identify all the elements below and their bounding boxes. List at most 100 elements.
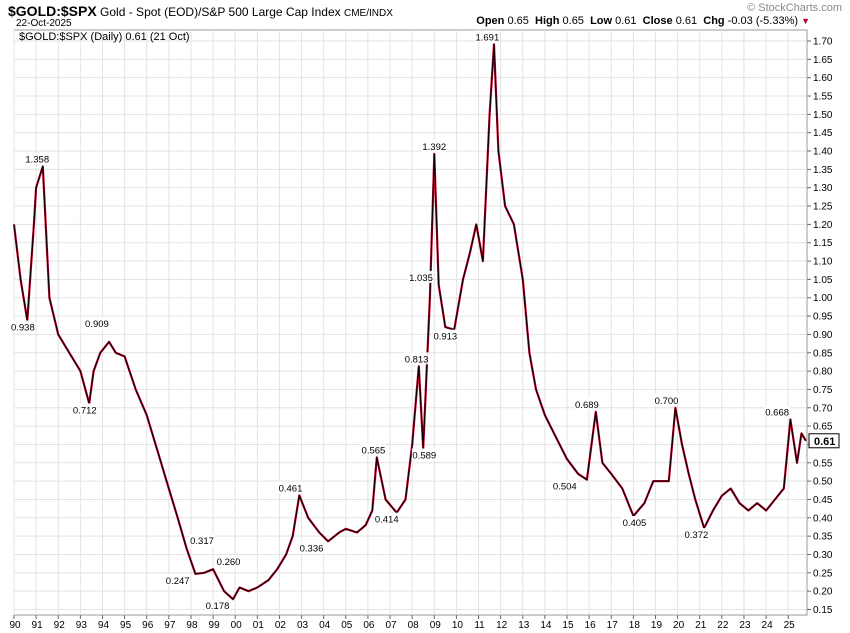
y-tick-label: 1.05 <box>813 275 833 286</box>
x-tick-label: 25 <box>784 620 796 631</box>
annotation-label: 0.909 <box>85 319 109 330</box>
x-tick-label: 93 <box>76 620 88 631</box>
high-value: 0.65 <box>562 15 584 27</box>
x-tick-label: 22 <box>717 620 729 631</box>
y-tick-label: 1.00 <box>813 293 833 304</box>
annotation-bg <box>205 599 231 612</box>
annotation-label: 0.668 <box>765 408 789 419</box>
y-tick-label: 1.15 <box>813 238 833 249</box>
x-tick-label: 19 <box>651 620 663 631</box>
chart-header-title: $GOLD:$SPX Gold - Spot (EOD)/S&P 500 Lar… <box>8 3 393 19</box>
x-tick-label: 12 <box>496 620 508 631</box>
close-label: Close <box>642 15 673 27</box>
annotation-label: 1.691 <box>475 32 499 43</box>
annotation-bg <box>421 139 447 152</box>
x-tick-label: 04 <box>319 620 331 631</box>
y-tick-label: 1.35 <box>813 165 833 176</box>
annotation-label: 0.565 <box>362 445 386 456</box>
annotation-label: 0.689 <box>575 400 599 411</box>
open-label: Open <box>476 15 505 27</box>
x-tick-label: 98 <box>186 620 198 631</box>
x-tick-label: 92 <box>54 620 66 631</box>
x-tick-label: 01 <box>253 620 265 631</box>
annotation-bg <box>165 573 191 586</box>
annotation-bg <box>299 541 325 554</box>
annotation-bg <box>654 393 680 406</box>
x-tick-label: 97 <box>164 620 176 631</box>
x-tick-label: 17 <box>607 620 619 631</box>
y-tick-label: 0.95 <box>813 312 833 323</box>
y-tick-label: 0.75 <box>813 385 833 396</box>
annotation-label: 0.504 <box>553 482 577 493</box>
y-tick-label: 1.40 <box>813 147 833 158</box>
annotation-bg <box>574 397 600 410</box>
annotation-label: 0.178 <box>206 601 230 612</box>
x-tick-label: 11 <box>474 620 485 631</box>
annotation-label: 0.260 <box>217 557 241 568</box>
annotation-label: 0.461 <box>279 483 303 494</box>
y-tick-label: 0.80 <box>813 367 833 378</box>
annotation-bg <box>411 448 437 461</box>
annotation-bg <box>683 528 709 541</box>
y-tick-label: 0.25 <box>813 568 833 579</box>
x-tick-label: 05 <box>341 620 353 631</box>
ohlc-readout: Open 0.65 High 0.65 Low 0.61 Close 0.61 … <box>476 15 810 27</box>
annotation-bg <box>552 479 578 492</box>
x-tick-label: 90 <box>9 620 21 631</box>
x-tick-label: 13 <box>518 620 530 631</box>
annotation-bg <box>360 443 386 456</box>
annotation-label: 0.247 <box>166 576 190 587</box>
annotation-label: 0.913 <box>433 332 457 343</box>
annotation-label: 0.336 <box>300 543 324 554</box>
annotation-bg <box>277 481 303 494</box>
y-tick-label: 0.15 <box>813 605 833 616</box>
y-tick-label: 1.60 <box>813 73 833 84</box>
x-tick-label: 15 <box>562 620 574 631</box>
chart-legend: $GOLD:$SPX (Daily) 0.61 (21 Oct) <box>19 31 190 43</box>
x-tick-label: 99 <box>209 620 221 631</box>
annotation-bg <box>189 534 215 547</box>
x-tick-label: 95 <box>120 620 132 631</box>
annotation-label: 0.938 <box>11 322 35 333</box>
annotation-bg <box>432 329 458 342</box>
plot-area <box>13 29 808 616</box>
annotation-bg <box>216 555 242 568</box>
y-tick-label: 1.20 <box>813 220 833 231</box>
x-tick-label: 03 <box>297 620 309 631</box>
annotation-bg <box>374 512 400 525</box>
y-tick-label: 1.25 <box>813 202 833 213</box>
symbol-description: Gold - Spot (EOD)/S&P 500 Large Cap Inde… <box>100 5 341 19</box>
chg-value: -0.03 (-5.33%) <box>727 15 799 27</box>
y-tick-label: 1.70 <box>813 37 833 48</box>
stockcharts-logo: © StockCharts.com <box>747 2 842 14</box>
y-tick-label: 1.65 <box>813 55 833 66</box>
annotation-label: 1.035 <box>409 273 433 284</box>
x-tick-label: 96 <box>142 620 154 631</box>
x-tick-label: 09 <box>430 620 442 631</box>
x-tick-label: 06 <box>363 620 375 631</box>
y-tick-label: 1.50 <box>813 110 833 121</box>
y-tick-label: 0.45 <box>813 495 833 506</box>
x-tick-label: 21 <box>695 620 707 631</box>
y-tick-label: 1.55 <box>813 92 833 103</box>
annotation-label: 0.813 <box>405 354 429 365</box>
annotation-label: 0.372 <box>685 530 709 541</box>
annotation-label: 1.358 <box>25 154 49 165</box>
y-tick-label: 0.90 <box>813 330 833 341</box>
y-tick-label: 1.45 <box>813 128 833 139</box>
x-tick-label: 00 <box>231 620 243 631</box>
y-tick-label: 0.40 <box>813 513 833 524</box>
x-tick-label: 91 <box>32 620 44 631</box>
annotation-bg <box>404 352 430 365</box>
x-tick-label: 94 <box>98 620 110 631</box>
x-tick-label: 23 <box>739 620 751 631</box>
x-tick-label: 20 <box>673 620 685 631</box>
close-value: 0.61 <box>675 15 698 27</box>
annotation-label: 0.589 <box>412 450 436 461</box>
x-tick-label: 24 <box>762 620 774 631</box>
x-tick-label: 18 <box>629 620 641 631</box>
x-tick-label: 14 <box>540 620 552 631</box>
annotation-label: 0.317 <box>190 536 214 547</box>
x-tick-label: 10 <box>452 620 464 631</box>
annotation-bg <box>84 317 110 330</box>
